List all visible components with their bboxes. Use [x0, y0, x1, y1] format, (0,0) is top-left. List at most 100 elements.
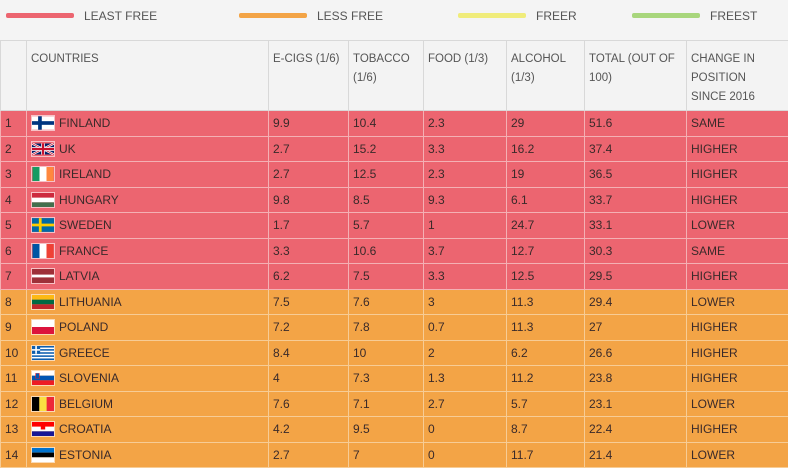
uk-flag-icon	[31, 140, 55, 157]
header-change: CHANGE IN POSITION SINCE 2016	[686, 40, 788, 111]
total-cell: 23.1	[584, 390, 687, 417]
alcohol-cell: 24.7	[506, 212, 585, 239]
table-row: 7 LATVIA 6.2 7.5 3.3 12.5 29.5 HIGHER	[0, 263, 788, 290]
food-cell: 0	[423, 416, 507, 443]
ecigs-cell: 2.7	[268, 441, 349, 468]
total-cell: 26.6	[584, 339, 687, 366]
legend-label: FREEST	[710, 9, 758, 23]
header-food: FOOD (1/3)	[423, 40, 507, 111]
total-cell: 51.6	[584, 110, 687, 137]
rank-cell: 1	[0, 110, 27, 137]
alcohol-cell: 29	[506, 110, 585, 137]
ecigs-cell: 9.9	[268, 110, 349, 137]
legend-swatch	[239, 13, 307, 18]
header-countries: COUNTRIES	[26, 40, 269, 111]
total-cell: 33.7	[584, 186, 687, 213]
table-row: 5 SWEDEN 1.7 5.7 1 24.7 33.1 LOWER	[0, 212, 788, 239]
table-row: 6 FRANCE 3.3 10.6 3.7 12.7 30.3 SAME	[0, 237, 788, 264]
rank-cell: 3	[0, 161, 27, 188]
finland-flag-icon	[31, 115, 55, 132]
change-cell: LOWER	[686, 441, 788, 468]
food-cell: 9.3	[423, 186, 507, 213]
tobacco-cell: 7.8	[348, 314, 424, 341]
country-cell: LATVIA	[26, 263, 269, 290]
alcohol-cell: 5.7	[506, 390, 585, 417]
alcohol-cell: 11.7	[506, 441, 585, 468]
rank-cell: 8	[0, 288, 27, 315]
tobacco-cell: 10	[348, 339, 424, 366]
change-cell: HIGHER	[686, 339, 788, 366]
belgium-flag-icon	[31, 395, 55, 412]
legend-swatch	[458, 13, 526, 18]
rank-cell: 7	[0, 263, 27, 290]
country-cell: SWEDEN	[26, 212, 269, 239]
tobacco-cell: 15.2	[348, 135, 424, 162]
slovenia-flag-icon	[31, 370, 55, 387]
change-cell: LOWER	[686, 390, 788, 417]
rank-cell: 14	[0, 441, 27, 468]
change-cell: HIGHER	[686, 135, 788, 162]
tobacco-cell: 10.4	[348, 110, 424, 137]
tobacco-cell: 7.1	[348, 390, 424, 417]
country-cell: CROATIA	[26, 416, 269, 443]
legend-label: LEAST FREE	[84, 9, 158, 23]
food-cell: 2.3	[423, 161, 507, 188]
country-cell: LITHUANIA	[26, 288, 269, 315]
estonia-flag-icon	[31, 446, 55, 463]
tobacco-cell: 8.5	[348, 186, 424, 213]
lithuania-flag-icon	[31, 293, 55, 310]
tobacco-cell: 9.5	[348, 416, 424, 443]
rank-cell: 4	[0, 186, 27, 213]
tobacco-cell: 10.6	[348, 237, 424, 264]
country-cell: SLOVENIA	[26, 365, 269, 392]
sweden-flag-icon	[31, 217, 55, 234]
country-cell: POLAND	[26, 314, 269, 341]
alcohol-cell: 16.2	[506, 135, 585, 162]
tobacco-cell: 5.7	[348, 212, 424, 239]
alcohol-cell: 12.7	[506, 237, 585, 264]
total-cell: 36.5	[584, 161, 687, 188]
france-flag-icon	[31, 242, 55, 259]
header-tobacco: TOBACCO (1/6)	[348, 40, 424, 111]
change-cell: HIGHER	[686, 314, 788, 341]
food-cell: 2.3	[423, 110, 507, 137]
alcohol-cell: 11.3	[506, 314, 585, 341]
ecigs-cell: 6.2	[268, 263, 349, 290]
greece-flag-icon	[31, 344, 55, 361]
total-cell: 37.4	[584, 135, 687, 162]
table-row: 1 FINLAND 9.9 10.4 2.3 29 51.6 SAME	[0, 110, 788, 137]
table-row: 14 ESTONIA 2.7 7 0 11.7 21.4 LOWER	[0, 441, 788, 468]
table-row: 4 HUNGARY 9.8 8.5 9.3 6.1 33.7 HIGHER	[0, 186, 788, 213]
alcohol-cell: 19	[506, 161, 585, 188]
header-alcohol: ALCOHOL (1/3)	[506, 40, 585, 111]
table-row: 13 CROATIA 4.2 9.5 0 8.7 22.4 HIGHER	[0, 416, 788, 443]
rank-cell: 12	[0, 390, 27, 417]
total-cell: 29.5	[584, 263, 687, 290]
food-cell: 3.3	[423, 135, 507, 162]
rank-cell: 10	[0, 339, 27, 366]
rank-cell: 11	[0, 365, 27, 392]
change-cell: SAME	[686, 110, 788, 137]
ecigs-cell: 9.8	[268, 186, 349, 213]
rank-cell: 5	[0, 212, 27, 239]
table-row: 10 GREECE 8.4 10 2 6.2 26.6 HIGHER	[0, 339, 788, 366]
food-cell: 2.7	[423, 390, 507, 417]
country-name: SWEDEN	[59, 218, 112, 233]
table-row: 3 IRELAND 2.7 12.5 2.3 19 36.5 HIGHER	[0, 161, 788, 188]
change-cell: HIGHER	[686, 365, 788, 392]
country-name: IRELAND	[59, 167, 112, 182]
alcohol-cell: 11.3	[506, 288, 585, 315]
ecigs-cell: 4	[268, 365, 349, 392]
alcohol-cell: 8.7	[506, 416, 585, 443]
country-name: FRANCE	[59, 243, 109, 258]
change-cell: HIGHER	[686, 263, 788, 290]
country-cell: IRELAND	[26, 161, 269, 188]
legend-swatch	[6, 13, 74, 18]
change-cell: HIGHER	[686, 161, 788, 188]
ecigs-cell: 4.2	[268, 416, 349, 443]
croatia-flag-icon	[31, 421, 55, 438]
country-cell: HUNGARY	[26, 186, 269, 213]
ecigs-cell: 7.6	[268, 390, 349, 417]
table-row: 9 POLAND 7.2 7.8 0.7 11.3 27 HIGHER	[0, 314, 788, 341]
ecigs-cell: 7.2	[268, 314, 349, 341]
